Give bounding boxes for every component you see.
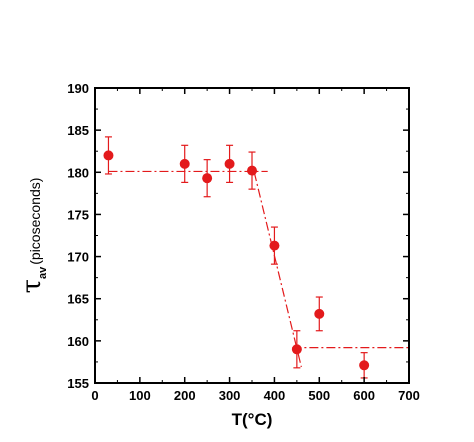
data-point [314, 308, 325, 319]
x-axis-label: T(°C) [232, 410, 273, 429]
x-tick-label: 600 [353, 388, 375, 403]
y-tick-label: 180 [67, 165, 89, 180]
x-tick-label: 400 [264, 388, 286, 403]
y-tick-label: 175 [67, 207, 89, 222]
y-axis-label-subscript: av [37, 266, 49, 279]
x-tick-label: 100 [129, 388, 151, 403]
data-point [179, 158, 190, 169]
x-tick-label: 700 [398, 388, 420, 403]
x-tick-label: 200 [174, 388, 196, 403]
y-axis-label-symbol: τ [17, 279, 47, 293]
x-tick-label: 300 [219, 388, 241, 403]
x-tick-label: 0 [91, 388, 98, 403]
fit-lines [108, 170, 409, 368]
y-tick-label: 190 [67, 81, 89, 96]
y-tick-label: 160 [67, 334, 89, 349]
y-axis-label-text: (picoseconds) [27, 178, 43, 265]
data-point [291, 344, 302, 355]
data-point [103, 150, 114, 161]
data-point [359, 360, 370, 371]
tick-labels: 0 100 200 300 400 500 600 700 155 160 165 170 175 180… [67, 81, 420, 403]
y-axis-label: τav(picoseconds) [17, 178, 49, 294]
y-tick-label: 165 [67, 292, 89, 307]
x-tick-label: 500 [308, 388, 330, 403]
data-point [202, 173, 213, 184]
data-point [269, 240, 280, 251]
y-tick-label: 185 [67, 123, 89, 138]
data-point [224, 158, 235, 169]
y-tick-label: 155 [67, 376, 89, 391]
data-point [247, 165, 257, 176]
y-tick-label: 170 [67, 250, 89, 265]
data-points [103, 136, 370, 379]
plot-area-frame [94, 87, 410, 384]
axis-ticks [94, 87, 410, 384]
fit-line [253, 172, 302, 368]
